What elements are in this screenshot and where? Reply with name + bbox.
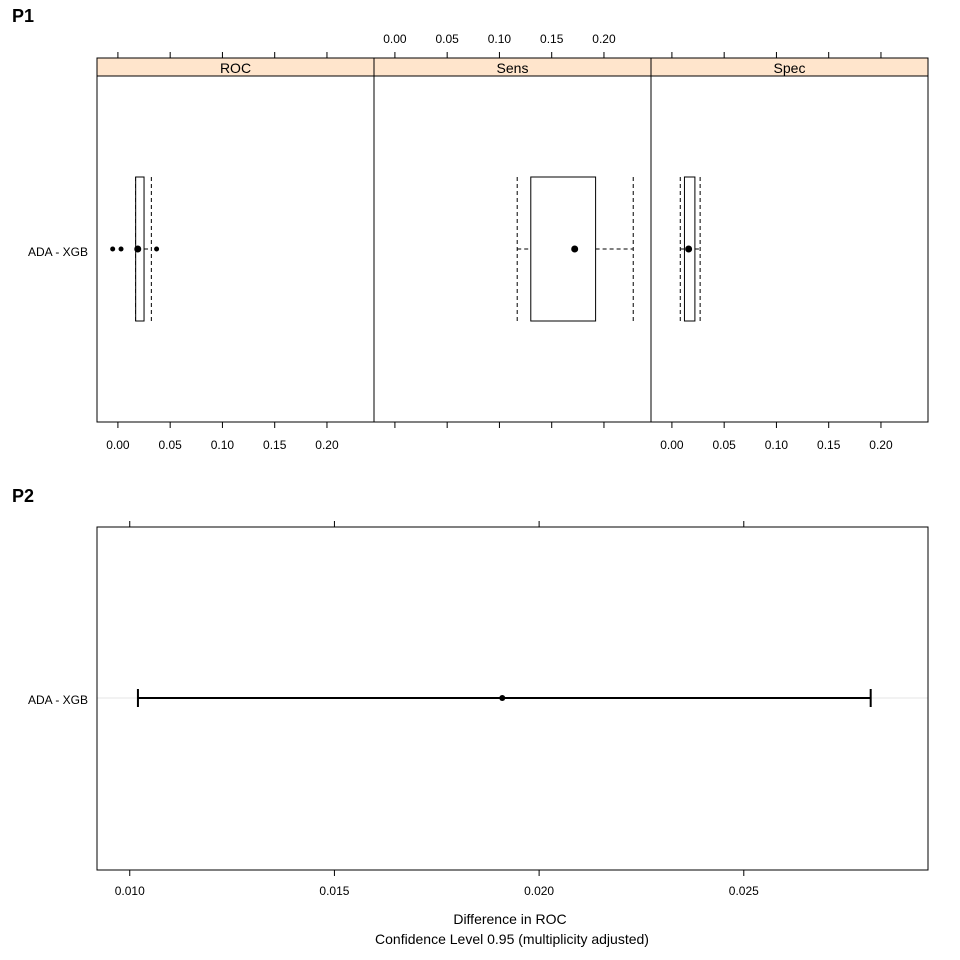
tick-label-p2-2: 0.020 [524,884,554,898]
panel-label-p1: P1 [12,6,34,26]
tick-label-bottom-spec-3: 0.15 [817,438,841,452]
median-dot-sens [571,245,579,253]
tick-label-top-sens-2: 0.10 [488,32,512,46]
tick-label-bottom-roc-1: 0.05 [158,438,182,452]
tick-label-top-sens-4: 0.20 [592,32,616,46]
tick-label-p2-0: 0.010 [115,884,145,898]
p2-interval-panel: 0.010 0.015 0.020 0.025 ADA - XGB [28,521,929,898]
tick-label-top-sens-0: 0.00 [383,32,407,46]
tick-label-bottom-spec-4: 0.20 [869,438,893,452]
tick-label-top-sens-3: 0.15 [540,32,564,46]
p2-subtitle: Confidence Level 0.95 (multiplicity adju… [375,931,649,947]
tick-label-bottom-roc-4: 0.20 [315,438,339,452]
tick-label-p2-1: 0.015 [319,884,349,898]
tick-label-bottom-spec-2: 0.10 [765,438,789,452]
panel-frame-p2 [96,526,929,871]
p2-x-axis-label: Difference in ROC [453,911,566,927]
strip-label-roc: ROC [220,60,251,76]
category-label-p2: ADA - XGB [28,693,88,707]
tick-label-bottom-roc-2: 0.10 [211,438,235,452]
ci-estimate-dot [499,695,506,701]
category-label-p1: ADA - XGB [28,245,88,259]
tick-label-top-sens-1: 0.05 [435,32,459,46]
panel-frame-sens [373,75,652,423]
tick-label-bottom-roc-3: 0.15 [263,438,287,452]
tick-label-bottom-spec-0: 0.00 [660,438,684,452]
strip-label-spec: Spec [774,60,806,76]
median-dot-roc [134,245,142,253]
outlier-roc-0 [110,246,116,252]
outlier-roc-1 [118,246,124,252]
tick-label-bottom-spec-1: 0.05 [712,438,736,452]
outlier-roc-2 [154,246,160,252]
strip-label-sens: Sens [497,60,529,76]
median-dot-spec [685,245,693,253]
tick-label-bottom-roc-0: 0.00 [106,438,130,452]
tick-label-p2-3: 0.025 [729,884,759,898]
panel-frame-spec [650,75,929,423]
panel-label-p2: P2 [12,486,34,506]
p1-boxplot-panel: ROC 0.00 0.05 0.10 0.15 0.20 Sens 0.00 0.05 0.10 0… [28,32,929,452]
box-sens [530,176,597,322]
